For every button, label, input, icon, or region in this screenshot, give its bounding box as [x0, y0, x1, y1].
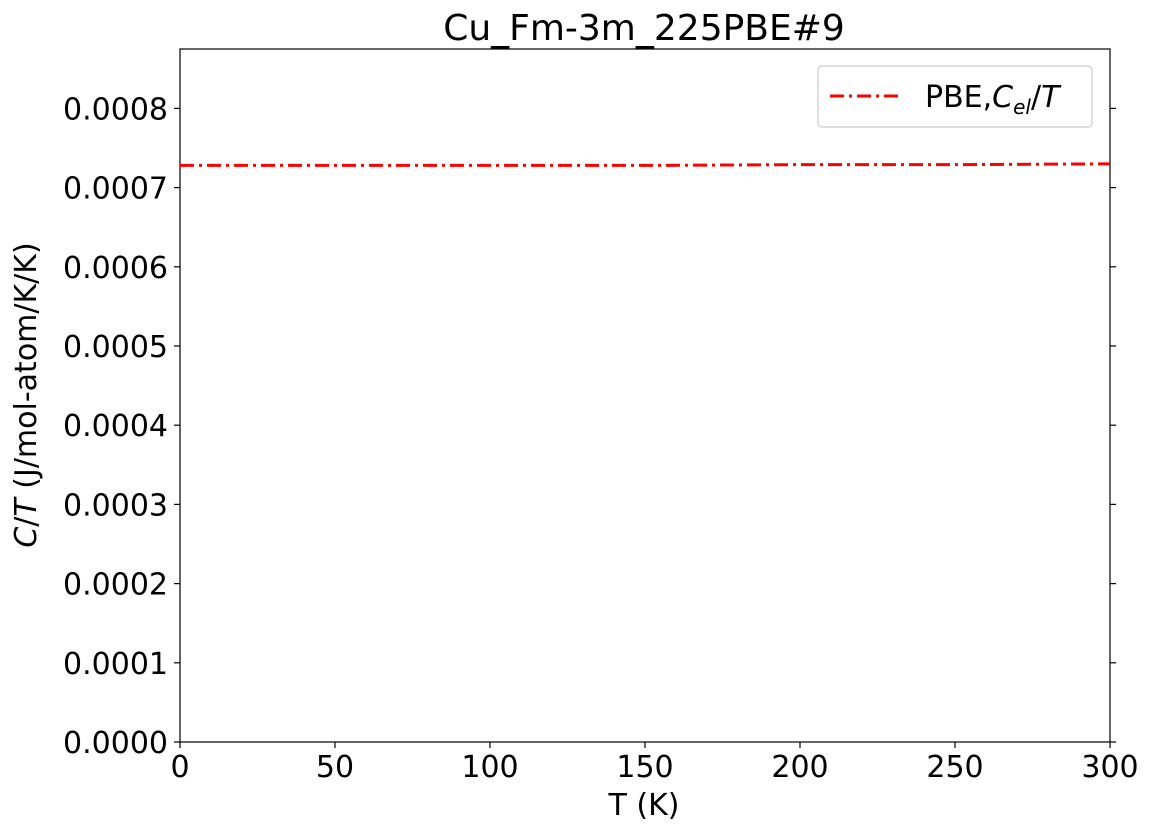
y-tick-label: 0.0007 [63, 172, 168, 207]
x-tick-label: 250 [926, 750, 983, 785]
x-axis-label: T (K) [608, 788, 680, 823]
series-layer [180, 162, 1111, 167]
y-tick-label: 0.0005 [63, 330, 168, 365]
y-tick-label: 0.0000 [63, 726, 168, 761]
y-tick-label: 0.0001 [63, 647, 168, 682]
chart-title: Cu_Fm-3m_225PBE#9 [443, 8, 845, 49]
legend-box [817, 65, 1093, 128]
x-tick-label: 200 [771, 750, 828, 785]
y-tick-label: 0.0004 [63, 409, 168, 444]
x-tick-label: 300 [1081, 750, 1138, 785]
x-axis: 0 50 100 150 200 250 300 [170, 742, 1139, 785]
legend-label: PBE,Cel/T [925, 80, 1062, 119]
x-tick-label: 150 [616, 750, 673, 785]
x-tick-label: 100 [461, 750, 518, 785]
y-tick-label: 0.0006 [63, 251, 168, 286]
legend: PBE,Cel/T [817, 65, 1093, 128]
y-axis: 0.0000 0.0001 0.0002 0.0003 0.0004 0.0005 0.00… [63, 92, 1116, 761]
series-line [180, 162, 1111, 167]
y-tick-label: 0.0002 [63, 568, 168, 603]
y-tick-label: 0.0003 [63, 488, 168, 523]
x-tick-label: 0 [170, 750, 189, 785]
x-tick-label: 50 [316, 750, 354, 785]
y-axis-label: C/T (J/mol-atom/K/K) [9, 242, 44, 547]
y-tick-label: 0.0008 [63, 92, 168, 127]
